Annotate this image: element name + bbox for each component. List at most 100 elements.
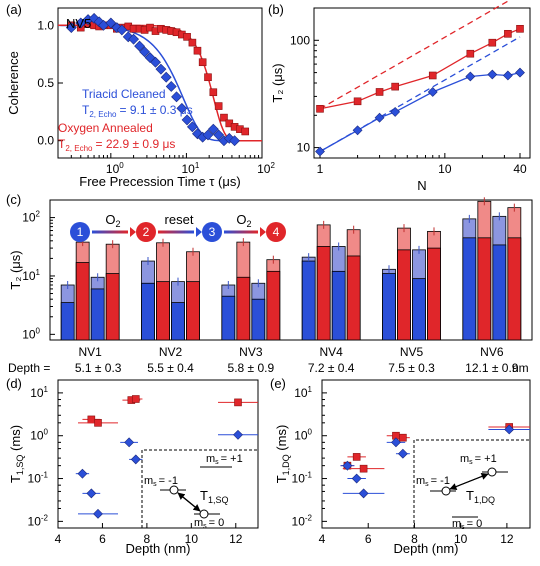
c-ytick-label: 102 bbox=[22, 210, 40, 225]
c-flow-arrow-label: O2 bbox=[105, 212, 120, 229]
c-flow-step bbox=[202, 222, 222, 242]
panel-c-label: (c) bbox=[6, 192, 21, 207]
c-flow-arrow bbox=[224, 230, 258, 234]
panel-e-arrow-down bbox=[449, 473, 489, 490]
c-bar-echo bbox=[105, 273, 120, 341]
panel-b-ticks: 1 10 40 10 100 bbox=[290, 7, 527, 176]
c-bar-echo bbox=[75, 262, 90, 341]
c-bar-echo bbox=[382, 273, 396, 341]
d-xtick-label: 12 bbox=[229, 532, 243, 546]
a-point-blue bbox=[128, 33, 140, 45]
panel-d-ylabel: T1,SQ (ms) bbox=[8, 425, 25, 483]
a-ytick-label: 0.0 bbox=[37, 134, 54, 148]
d-ytick-label: 10-2 bbox=[28, 513, 49, 528]
panel-e-ms-plus: ms = +1 bbox=[460, 453, 497, 466]
b-point-blue bbox=[374, 112, 385, 123]
e-ytick-label: 100 bbox=[294, 428, 312, 443]
b-point-blue bbox=[315, 146, 325, 157]
e-point-blue bbox=[358, 488, 369, 499]
c-category-label: NV2 bbox=[159, 345, 183, 359]
b-point-red bbox=[428, 71, 437, 80]
panel-e-t1-label: T1,DQ bbox=[466, 488, 495, 505]
e-xtick-label: 10 bbox=[454, 532, 468, 546]
panel-d-ms-plus: ms = +1 bbox=[206, 453, 243, 466]
depth-prefix: Depth = bbox=[8, 361, 50, 375]
panel-c: 100 101 102 1 O2 2 reset 3 O2 4 T₂ (μs) NV1 5.1 ±… bbox=[8, 197, 533, 375]
d-point-blue bbox=[130, 454, 141, 465]
b-point-red bbox=[504, 29, 512, 38]
panel-c-flow: 1 O2 2 reset 3 O2 4 bbox=[70, 212, 286, 242]
panel-e-ticks: 4 6 8 10 12 10-2 10-1 100 101 bbox=[292, 385, 514, 546]
panel-d-state-zero bbox=[199, 509, 209, 519]
a-ytick-label: 1.0 bbox=[37, 18, 54, 32]
d-xtick-label: 10 bbox=[185, 532, 199, 546]
b-point-blue bbox=[487, 69, 498, 80]
a-point-blue bbox=[213, 129, 225, 141]
a-point-blue bbox=[116, 24, 128, 36]
panel-a-tag: NV5 bbox=[66, 16, 91, 31]
b-point-blue bbox=[352, 125, 363, 136]
c-bar-echo bbox=[492, 244, 507, 341]
c-bar-echo bbox=[397, 249, 411, 341]
c-bar-echo bbox=[251, 298, 266, 341]
panel-a-ylabel: Coherence bbox=[6, 51, 21, 115]
panel-c-bars bbox=[60, 197, 522, 341]
legend-blue-name: Triacid Cleaned bbox=[82, 87, 166, 101]
a-point-blue bbox=[207, 123, 219, 135]
panel-d-inset-box bbox=[141, 449, 258, 528]
c-flow-arrowhead bbox=[130, 227, 136, 237]
a-point-blue bbox=[144, 52, 156, 64]
panel-b-frame bbox=[313, 7, 531, 159]
a-point-blue bbox=[65, 22, 77, 34]
panel-b: 1 10 40 10 100 N T₂ (μs) bbox=[270, 0, 531, 193]
panel-e-label: (e) bbox=[270, 376, 286, 391]
c-bar-echo bbox=[412, 278, 426, 341]
e-point-blue bbox=[351, 473, 362, 484]
b-point-blue bbox=[465, 71, 476, 82]
a-point-blue bbox=[105, 17, 117, 29]
e-point-red bbox=[352, 453, 361, 461]
b-point-red bbox=[316, 104, 324, 113]
a-point-blue bbox=[139, 46, 151, 58]
c-depth-value: 7.5 ± 0.3 bbox=[388, 361, 435, 375]
c-depth-value: 7.2 ± 0.4 bbox=[308, 361, 355, 375]
a-point-red bbox=[204, 73, 212, 82]
b-point-blue bbox=[427, 87, 438, 97]
panel-c-categories: NV1 5.1 ± 0.3 NV2 5.5 ± 0.4 NV3 5.8 ± 0.9 NV4 7… bbox=[75, 345, 519, 375]
c-depth-value: 12.1 ± 0.9 bbox=[465, 361, 519, 375]
a-point-blue bbox=[155, 63, 167, 75]
c-bar-echo bbox=[266, 270, 281, 341]
d-point-red bbox=[87, 415, 96, 424]
c-bar-echo bbox=[156, 281, 170, 341]
c-bar-echo bbox=[346, 255, 361, 341]
e-point-blue bbox=[342, 460, 353, 471]
panel-d-label: (d) bbox=[6, 376, 22, 391]
c-category-label: NV3 bbox=[239, 345, 263, 359]
panel-e-xlabel: Depth (nm) bbox=[393, 541, 458, 556]
a-point-blue bbox=[176, 102, 188, 114]
c-flow-arrowhead bbox=[260, 227, 266, 237]
b-scaling-line bbox=[319, 36, 521, 153]
c-flow-arrow-label: reset bbox=[165, 212, 194, 227]
b-point-red bbox=[391, 82, 399, 91]
panel-a-label: (a) bbox=[6, 2, 22, 17]
a-ytick-label: 0.5 bbox=[37, 76, 54, 90]
panel-d-t1-label: T1,SQ bbox=[200, 488, 228, 505]
e-point-red bbox=[359, 464, 368, 473]
panel-c-ylabel: T₂ (μs) bbox=[8, 250, 23, 289]
d-point-blue bbox=[124, 437, 135, 448]
c-flow-step bbox=[266, 222, 286, 242]
c-bar-echo bbox=[90, 288, 105, 341]
c-category-label: NV4 bbox=[319, 345, 343, 359]
e-xtick-label: 12 bbox=[500, 532, 514, 546]
panel-e: 4 6 8 10 12 10-2 10-1 100 101 ms = +1 ms = -1 ms = … bbox=[274, 379, 531, 556]
b-xtick-label: 10 bbox=[438, 162, 452, 176]
c-ytick-label: 100 bbox=[22, 326, 40, 341]
panel-d-xlabel: Depth (nm) bbox=[125, 541, 190, 556]
panel-d-ms-zero: ms = 0 bbox=[194, 517, 224, 530]
c-category-label: NV5 bbox=[400, 345, 424, 359]
d-point-red bbox=[94, 419, 102, 427]
c-flow-arrow-label: O2 bbox=[236, 212, 251, 229]
c-flow-arrow bbox=[158, 230, 194, 234]
